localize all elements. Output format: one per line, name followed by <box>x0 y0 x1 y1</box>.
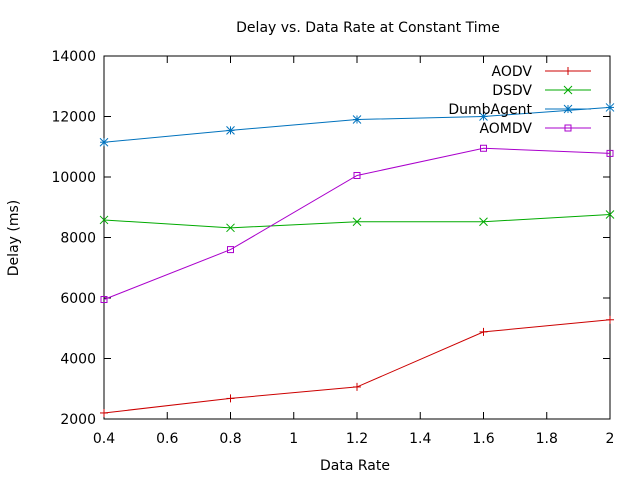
data-point <box>99 215 109 225</box>
data-point <box>352 217 362 227</box>
data-point <box>479 217 488 227</box>
legend-label: DumbAgent <box>448 102 532 118</box>
y-tick-label: 10000 <box>51 170 96 186</box>
marker-stroke <box>99 215 109 225</box>
marker-stroke <box>605 210 615 219</box>
plot-frame <box>103 55 611 420</box>
marker-stroke <box>352 115 362 124</box>
series-line-aomdv <box>103 147 611 300</box>
legend-label: DSDV <box>492 83 532 99</box>
data-point <box>100 408 108 417</box>
legend: AODV DSDV DumbAgent AOMDV <box>448 64 591 137</box>
data-point <box>100 296 108 304</box>
legend-label: AODV <box>492 64 533 80</box>
chart-title: Delay vs. Data Rate at Constant Time <box>236 20 500 36</box>
marker-stroke <box>479 217 488 227</box>
data-point <box>605 210 615 219</box>
y-tick-label: 14000 <box>51 49 96 65</box>
x-tick-label: 0.8 <box>219 431 241 447</box>
x-tick-label: 1 <box>289 431 298 447</box>
data-point <box>606 149 614 157</box>
marker-square <box>100 296 108 304</box>
y-tick-label: 2000 <box>60 412 96 428</box>
data-point <box>227 246 234 254</box>
series-line-dumbagent <box>103 106 611 143</box>
y-tick-label: 4000 <box>60 352 96 368</box>
x-tick-label: 1.6 <box>472 431 494 447</box>
y-tick-label: 6000 <box>60 291 96 307</box>
data-point <box>226 126 235 135</box>
x-tick-label: 2 <box>606 431 615 447</box>
y-tick-label: 12000 <box>51 110 96 126</box>
y-axis-label: Delay (ms) <box>6 200 22 276</box>
data-point <box>226 223 235 233</box>
data-point <box>479 112 488 121</box>
marker-stroke <box>563 104 573 114</box>
marker-stroke <box>99 137 109 147</box>
data-point <box>563 85 573 95</box>
series-line-aodv <box>103 319 611 414</box>
x-tick-label: 0.4 <box>93 431 115 447</box>
x-tick-label: 1.8 <box>536 431 558 447</box>
marker-square <box>606 149 614 157</box>
marker-stroke <box>226 223 235 233</box>
marker-stroke <box>226 126 235 135</box>
data-point <box>564 124 572 132</box>
marker-stroke <box>605 103 615 112</box>
data-point <box>605 103 615 112</box>
data-point <box>480 144 487 152</box>
marker-square <box>480 144 487 152</box>
data-point <box>99 137 109 147</box>
legend-label: AOMDV <box>479 121 532 137</box>
data-point <box>606 315 614 324</box>
marker-stroke <box>479 112 488 121</box>
data-point <box>226 394 235 403</box>
data-point <box>353 171 361 179</box>
marker-stroke <box>352 217 362 227</box>
x-tick-label: 1.4 <box>409 431 431 447</box>
data-point <box>563 104 573 114</box>
data-point <box>352 115 362 124</box>
axis-ticks: 0.4 0.6 0.8 1 1.2 1.4 1.6 1.8 2 2000 4000 6000 8000 1… <box>51 49 614 447</box>
marker-square <box>227 246 234 254</box>
marker-square <box>564 124 572 132</box>
data-point <box>479 327 488 336</box>
series-group <box>99 103 615 417</box>
marker-stroke <box>563 85 573 95</box>
x-tick-label: 0.6 <box>156 431 178 447</box>
x-axis-label: Data Rate <box>320 458 390 474</box>
marker-square <box>353 171 361 179</box>
y-tick-label: 8000 <box>60 231 96 247</box>
data-point <box>564 67 572 75</box>
x-tick-label: 1.2 <box>346 431 368 447</box>
data-point <box>353 382 361 391</box>
